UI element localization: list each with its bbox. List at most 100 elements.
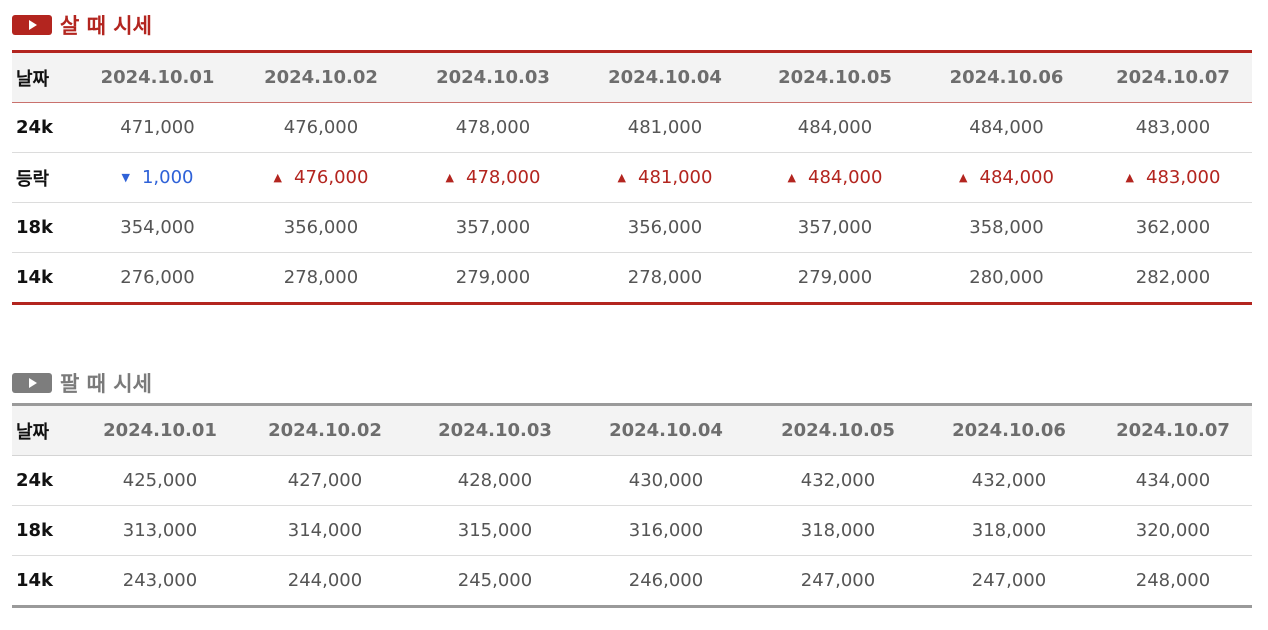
date-header: 2024.10.03 bbox=[407, 51, 579, 103]
date-header: 2024.10.01 bbox=[80, 404, 240, 456]
buy-section-title: 살 때 시세 bbox=[12, 8, 1252, 42]
price-cell: 278,000 bbox=[627, 267, 703, 288]
change-value: 484,000 bbox=[808, 167, 883, 188]
price-cell: 278,000 bbox=[283, 267, 359, 288]
price-cell: 318,000 bbox=[924, 505, 1094, 556]
price-cell: 358,000 bbox=[919, 202, 1094, 253]
price-cell: 357,000 bbox=[751, 202, 919, 253]
price-cell: 483,000 bbox=[1094, 102, 1252, 153]
price-cell: 427,000 bbox=[240, 455, 410, 506]
row-label: 14k bbox=[16, 570, 54, 591]
price-cell: 243,000 bbox=[122, 570, 198, 591]
change-value: 481,000 bbox=[638, 167, 713, 188]
date-header: 2024.10.05 bbox=[751, 51, 919, 103]
price-cell: 320,000 bbox=[1094, 505, 1252, 556]
triangle-up-icon: ▲ bbox=[959, 171, 968, 184]
triangle-up-icon: ▲ bbox=[617, 171, 627, 184]
price-cell: 315,000 bbox=[410, 505, 580, 556]
price-cell: 314,000 bbox=[240, 505, 410, 556]
price-cell: 476,000 bbox=[235, 102, 407, 153]
table-row: 14k 276,000 278,000 279,000 278,000 279,… bbox=[12, 253, 1252, 304]
row-label: 18k bbox=[12, 202, 80, 253]
price-cell: 313,000 bbox=[80, 505, 240, 556]
price-cell: 316,000 bbox=[580, 505, 752, 556]
buy-header-row: 날짜 2024.10.01 2024.10.02 2024.10.03 2024… bbox=[12, 51, 1252, 103]
price-cell: 282,000 bbox=[1135, 267, 1211, 288]
change-value: 484,000 bbox=[979, 167, 1054, 188]
sell-section-title: 팔 때 시세 bbox=[12, 366, 1252, 400]
change-cell: ▼ 1,000 bbox=[80, 152, 235, 203]
triangle-down-icon: ▼ bbox=[121, 171, 130, 184]
date-header: 2024.10.04 bbox=[579, 51, 751, 103]
date-header: 2024.10.03 bbox=[410, 404, 580, 456]
price-cell: 357,000 bbox=[407, 202, 579, 253]
price-cell: 246,000 bbox=[628, 570, 704, 591]
buy-price-table: 날짜 2024.10.01 2024.10.02 2024.10.03 2024… bbox=[12, 50, 1252, 305]
price-cell: 484,000 bbox=[919, 102, 1094, 153]
table-row: 24k 425,000 427,000 428,000 430,000 432,… bbox=[12, 455, 1252, 506]
triangle-up-icon: ▲ bbox=[787, 171, 797, 184]
triangle-up-icon: ▲ bbox=[1125, 171, 1135, 184]
price-cell: 425,000 bbox=[80, 455, 240, 506]
price-cell: 279,000 bbox=[797, 267, 873, 288]
price-cell: 430,000 bbox=[580, 455, 752, 506]
price-cell: 280,000 bbox=[969, 267, 1044, 288]
change-cell: ▲ 481,000 bbox=[579, 152, 751, 203]
row-label: 등락 bbox=[12, 152, 80, 203]
price-cell: 478,000 bbox=[407, 102, 579, 153]
table-row: 등락 ▼ 1,000 ▲ 476,000 ▲ 478,000 ▲ 481,000 ▲ 48… bbox=[12, 152, 1252, 203]
change-value: 478,000 bbox=[466, 167, 541, 188]
price-cell: 471,000 bbox=[80, 102, 235, 153]
sell-header-row: 날짜 2024.10.01 2024.10.02 2024.10.03 2024… bbox=[12, 404, 1252, 456]
price-cell: 432,000 bbox=[752, 455, 924, 506]
price-cell: 484,000 bbox=[751, 102, 919, 153]
date-header: 2024.10.06 bbox=[919, 51, 1094, 103]
change-cell: ▲ 476,000 bbox=[235, 152, 407, 203]
row-label: 24k bbox=[12, 455, 80, 506]
price-cell: 276,000 bbox=[120, 267, 195, 288]
date-header: 2024.10.02 bbox=[240, 404, 410, 456]
change-cell: ▲ 483,000 bbox=[1094, 152, 1252, 203]
price-cell: 318,000 bbox=[752, 505, 924, 556]
date-header: 2024.10.06 bbox=[924, 404, 1094, 456]
table-row: 24k 471,000 476,000 478,000 481,000 484,… bbox=[12, 102, 1252, 153]
triangle-up-icon: ▲ bbox=[273, 171, 283, 184]
table-row: 18k 313,000 314,000 315,000 316,000 318,… bbox=[12, 505, 1252, 556]
date-header-label: 날짜 bbox=[12, 404, 80, 456]
date-header: 2024.10.05 bbox=[752, 404, 924, 456]
price-cell: 356,000 bbox=[235, 202, 407, 253]
price-cell: 362,000 bbox=[1094, 202, 1252, 253]
price-cell: 432,000 bbox=[924, 455, 1094, 506]
sell-price-table: 날짜 2024.10.01 2024.10.02 2024.10.03 2024… bbox=[12, 403, 1252, 608]
buy-section-title-text: 살 때 시세 bbox=[60, 14, 152, 38]
date-header: 2024.10.07 bbox=[1094, 51, 1252, 103]
change-cell: ▲ 478,000 bbox=[407, 152, 579, 203]
buy-price-section: 살 때 시세 날짜 2024.10.01 2024.10.02 2024.10.… bbox=[12, 8, 1252, 305]
row-label: 18k bbox=[12, 505, 80, 556]
play-icon bbox=[12, 15, 52, 35]
sell-section-title-text: 팔 때 시세 bbox=[60, 372, 152, 396]
price-cell: 247,000 bbox=[971, 570, 1047, 591]
price-cell: 279,000 bbox=[455, 267, 531, 288]
date-header: 2024.10.04 bbox=[580, 404, 752, 456]
date-header: 2024.10.07 bbox=[1094, 404, 1252, 456]
date-header: 2024.10.01 bbox=[80, 51, 235, 103]
change-value: 476,000 bbox=[294, 167, 369, 188]
triangle-up-icon: ▲ bbox=[445, 171, 455, 184]
price-cell: 248,000 bbox=[1135, 570, 1211, 591]
price-cell: 434,000 bbox=[1094, 455, 1252, 506]
row-label: 24k bbox=[12, 102, 80, 153]
change-value: 483,000 bbox=[1146, 167, 1221, 188]
price-cell: 244,000 bbox=[287, 570, 363, 591]
table-row: 14k 243,000 244,000 245,000 246,000 247,… bbox=[12, 556, 1252, 607]
price-cell: 245,000 bbox=[457, 570, 533, 591]
change-value: 1,000 bbox=[141, 167, 194, 188]
price-cell: 428,000 bbox=[410, 455, 580, 506]
price-cell: 481,000 bbox=[579, 102, 751, 153]
change-cell: ▲ 484,000 bbox=[751, 152, 919, 203]
row-label: 14k bbox=[16, 267, 54, 288]
price-cell: 247,000 bbox=[800, 570, 876, 591]
date-header-label: 날짜 bbox=[12, 51, 80, 103]
table-row: 18k 354,000 356,000 357,000 356,000 357,… bbox=[12, 202, 1252, 253]
date-header: 2024.10.02 bbox=[235, 51, 407, 103]
